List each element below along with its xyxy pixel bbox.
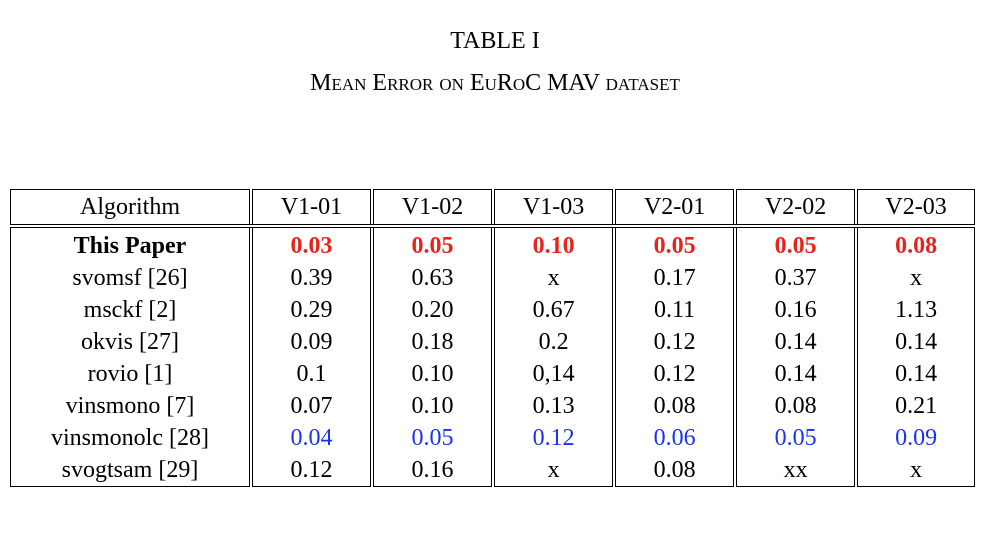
table-row: svomsf [26] 0.39 0.63 x 0.17 0.37 x [11,262,975,294]
header-cell: V2-01 [612,189,736,228]
value-cell: 0.39 [248,262,373,294]
value-cell: 0.1 [248,358,373,390]
value-cell: 0.04 [248,422,373,454]
value-cell: 0.14 [733,358,857,390]
value-cell: 0.12 [248,454,373,487]
value-cell: 0.63 [370,262,494,294]
value-cell: 0.09 [854,422,975,454]
value-cell: 0.12 [612,326,736,358]
value-cell: 0.06 [612,422,736,454]
value-cell: 0.05 [733,422,857,454]
value-cell: 0.08 [612,390,736,422]
algorithm-cell: This Paper [73,233,187,259]
value-cell: 0.20 [370,294,494,326]
value-cell: 0.16 [370,454,494,487]
algorithm-cell: vinsmonolc [28] [51,425,209,451]
header-cell: V1-01 [248,189,373,228]
table-row: This Paper 0.03 0.05 0.10 0.05 0.05 0.08 [11,226,975,262]
value-cell: 0.14 [733,326,857,358]
header-row: Algorithm V1-01 V1-02 V1-03 V2-01 V2-02 V2-03 [10,189,975,228]
value-cell: 0.03 [248,226,373,262]
value-cell: 0.08 [733,390,857,422]
value-cell: 0.21 [854,390,975,422]
value-cell: 0.08 [612,454,736,487]
value-cell: 0,14 [491,358,615,390]
table-row: vinsmono [7] 0.07 0.10 0.13 0.08 0.08 0.21 [11,390,975,422]
header-cell: V1-03 [491,189,615,228]
value-cell: 0.37 [733,262,857,294]
value-cell: 0.67 [491,294,615,326]
value-cell: 0.05 [612,226,736,262]
value-cell: 0.14 [854,358,975,390]
value-cell: 1.13 [854,294,975,326]
header-cell: V2-03 [854,189,975,228]
value-cell: 0.18 [370,326,494,358]
results-table: Algorithm V1-01 V1-02 V1-03 V2-01 V2-02 V2-03 … [10,189,975,487]
value-cell: x [854,454,975,487]
table-row: msckf [2] 0.29 0.20 0.67 0.11 0.16 1.13 [11,294,975,326]
value-cell: x [854,262,975,294]
value-cell: 0.14 [854,326,975,358]
table-head: Algorithm V1-01 V1-02 V1-03 V2-01 V2-02 V2-03 [10,189,975,228]
value-cell: 0.07 [248,390,373,422]
value-cell: x [491,454,615,487]
value-cell: x [491,262,615,294]
value-cell: 0.2 [491,326,615,358]
value-cell: 0.29 [248,294,373,326]
value-cell: 0.09 [248,326,373,358]
value-cell: 0.08 [854,226,975,262]
value-cell: 0.10 [370,358,494,390]
table-row: okvis [27] 0.09 0.18 0.2 0.12 0.14 0.14 [11,326,975,358]
header-cell: V1-02 [370,189,494,228]
algorithm-cell: svomsf [26] [72,265,188,291]
algorithm-cell: vinsmono [7] [65,393,195,419]
value-cell: 0.10 [370,390,494,422]
algorithm-cell: msckf [2] [83,297,177,323]
value-cell: xx [733,454,857,487]
header-cell: Algorithm [10,189,251,228]
algorithm-cell: svogtsam [29] [61,457,199,483]
value-cell: 0.13 [491,390,615,422]
algorithm-cell: rovio [1] [87,361,173,387]
table-body: This Paper 0.03 0.05 0.10 0.05 0.05 0.08 svomsf… [11,226,975,487]
value-cell: 0.10 [491,226,615,262]
table-row: svogtsam [29] 0.12 0.16 x 0.08 xx x [11,454,975,487]
value-cell: 0.05 [370,226,494,262]
value-cell: 0.17 [612,262,736,294]
value-cell: 0.05 [370,422,494,454]
value-cell: 0.11 [612,294,736,326]
table-title: TABLE I [450,28,540,54]
value-cell: 0.12 [491,422,615,454]
value-cell: 0.12 [612,358,736,390]
table-row: rovio [1] 0.1 0.10 0,14 0.12 0.14 0.14 [11,358,975,390]
header-cell: V2-02 [733,189,857,228]
table-row: vinsmonolc [28] 0.04 0.05 0.12 0.06 0.05 0.09 [11,422,975,454]
value-cell: 0.16 [733,294,857,326]
algorithm-cell: okvis [27] [81,329,179,355]
table-caption: Mean Error on EuRoC MAV dataset [310,70,680,96]
value-cell: 0.05 [733,226,857,262]
